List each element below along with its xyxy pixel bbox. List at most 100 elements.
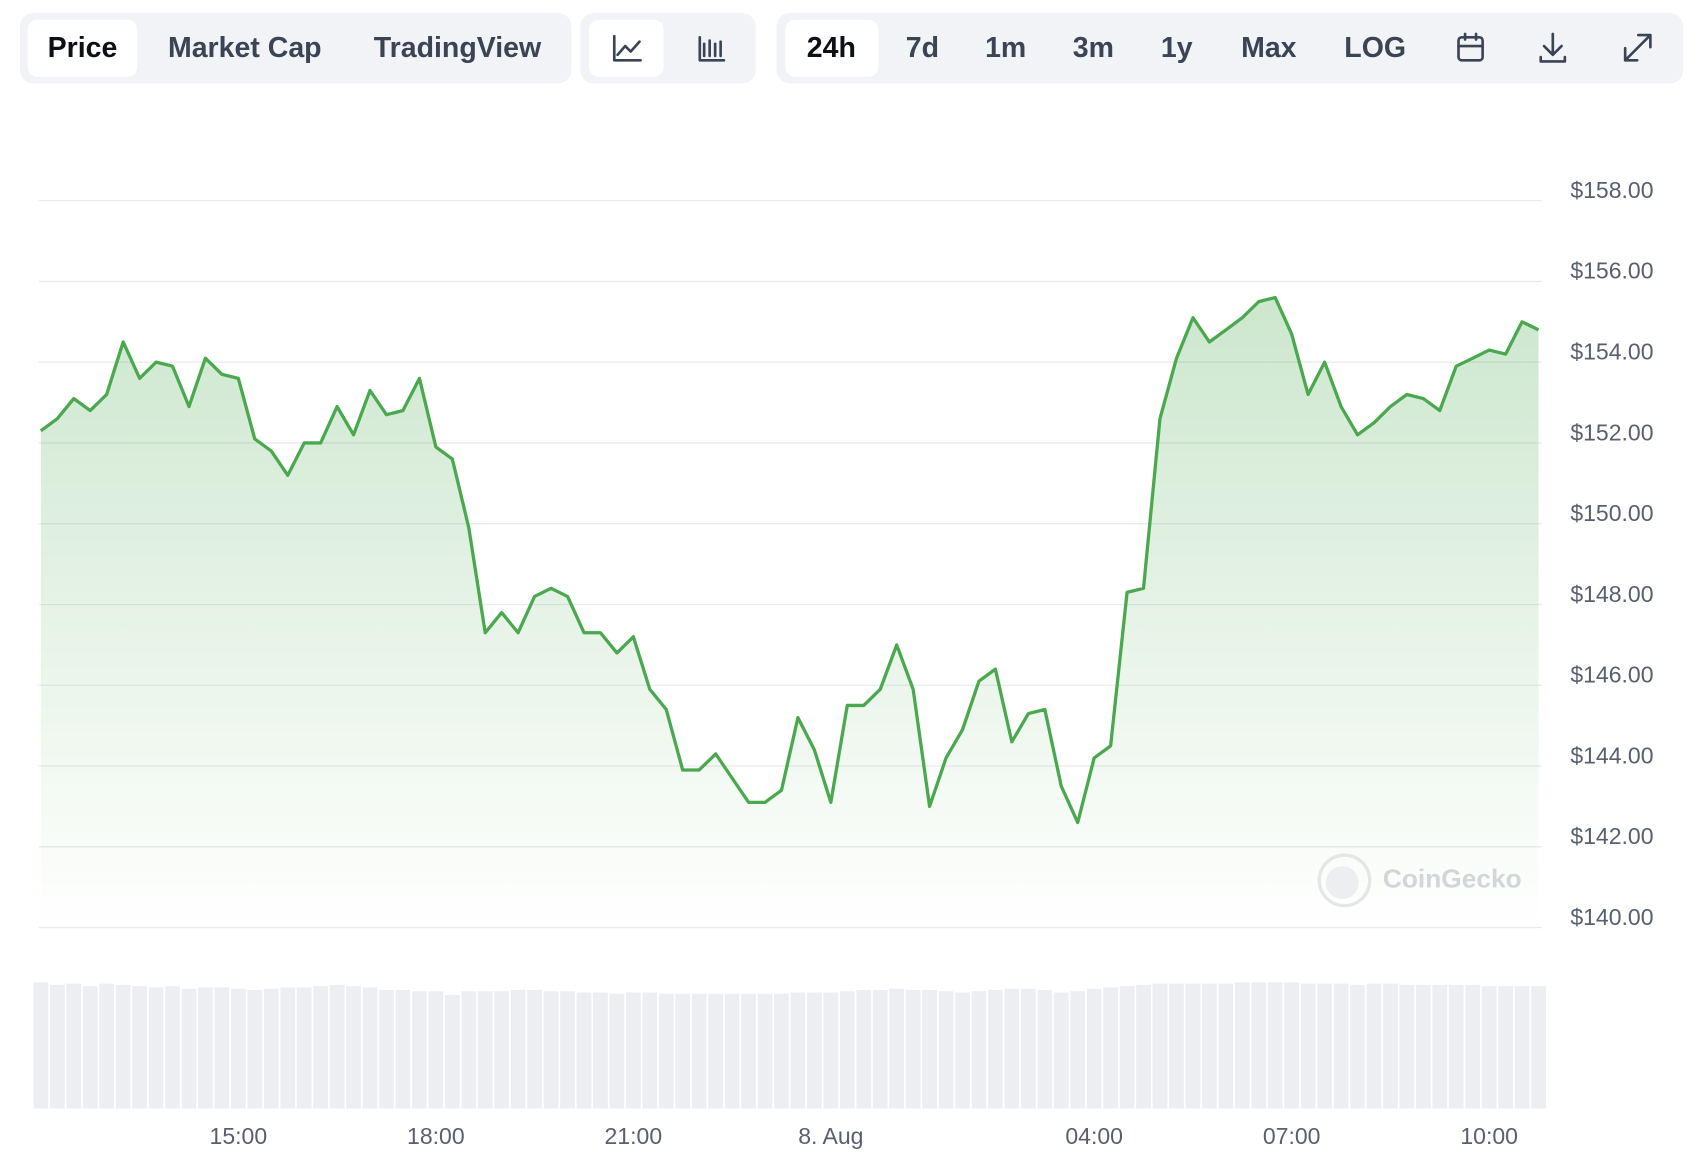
volume-bar [329,984,345,1109]
volume-bar [247,989,263,1109]
volume-bar [708,993,724,1109]
x-tick-label: 21:00 [605,1123,663,1149]
volume-bar [214,987,230,1109]
volume-bar [1481,986,1497,1109]
range[interactable]: Max [1241,32,1297,64]
volume-bar [66,983,82,1109]
volume-bar [1037,989,1053,1109]
volume-bar [165,986,180,1109]
price-line [39,295,1540,825]
volume-bar [148,987,164,1109]
volume-bar [132,986,148,1109]
tab[interactable]: Price [48,32,118,64]
volume-bar [230,988,246,1109]
x-tick-label: 10:00 [1460,1123,1518,1149]
volume-bar [938,991,954,1109]
y-tick-label: $158.00 [1570,177,1653,203]
calendar-icon[interactable] [1457,32,1484,62]
volume-bar [724,993,740,1109]
volume-bar [806,992,822,1109]
volume-bar [1399,984,1415,1109]
fullscreen-icon[interactable] [1623,33,1652,62]
y-tick-label: $144.00 [1570,742,1653,768]
volume-bar [181,988,197,1109]
volume-bar [1300,983,1316,1109]
candle-icon[interactable] [698,35,726,62]
y-tick-label: $154.00 [1570,338,1653,364]
volume-bar [477,991,493,1109]
volume-bar [1119,986,1135,1109]
volume-bar [1383,983,1398,1109]
volume-bar [198,987,213,1109]
download-icon[interactable] [1539,32,1567,63]
volume-bar [115,984,131,1109]
volume-bar [494,991,510,1109]
x-tick-label: 07:00 [1263,1123,1321,1149]
watermark-text: CoinGecko [1383,863,1522,893]
volume-bar [1350,984,1365,1109]
volume-bar [576,992,592,1109]
volume-bar [823,992,839,1109]
volume-bar [280,987,296,1109]
volume-bar [346,986,361,1109]
log-toggle[interactable]: LOG [1344,32,1406,64]
volume-bar [971,991,987,1109]
volume-bar [395,989,411,1109]
volume-bar [1086,988,1102,1109]
volume-bar [527,989,543,1109]
volume-bar [625,992,641,1109]
volume-bar [790,992,806,1109]
volume-bar [1531,986,1546,1109]
volume-bar [1004,988,1020,1109]
x-tick-label: 8. Aug [798,1123,863,1149]
volume-bar [1070,991,1086,1109]
range-toggle [776,13,1684,84]
volume-bar [1020,988,1036,1109]
x-tick-label: 15:00 [210,1123,268,1149]
volume-bar [379,989,394,1109]
volume-bar [33,982,49,1109]
volume-bar [593,992,608,1109]
tab[interactable]: TradingView [374,32,542,64]
y-tick-label: $140.00 [1570,904,1653,930]
volume-bar [872,989,888,1109]
y-tick-label: $150.00 [1570,500,1653,526]
volume-bar [675,993,691,1109]
volume-bar [411,991,427,1109]
volume-bar [1284,982,1300,1109]
tab[interactable]: Market Cap [168,32,322,64]
range[interactable]: 1y [1161,32,1193,64]
volume-bar [263,988,279,1109]
x-tick-label: 18:00 [407,1123,465,1149]
y-tick-label: $156.00 [1570,258,1653,284]
range[interactable]: 1m [985,32,1026,64]
volume-bar [461,991,477,1109]
volume-bar [658,993,674,1109]
volume-bar [905,989,921,1109]
volume-bar [444,994,460,1109]
volume-bar [889,988,905,1109]
volume-bar [428,991,444,1109]
volume-bar [1201,983,1217,1109]
volume-bar [609,993,625,1109]
view-toggle [20,13,572,84]
range[interactable]: 24h [807,32,856,64]
volume-bar [560,991,575,1109]
range[interactable]: 3m [1073,32,1114,64]
volume-bar [1317,983,1332,1109]
volume-bar [1366,983,1382,1109]
volume-bar [741,993,756,1109]
active-range [785,19,879,77]
y-tick-label: $146.00 [1570,662,1653,688]
range[interactable]: 7d [906,32,939,64]
volume-bar [1267,982,1283,1109]
line-icon [612,34,642,62]
volume-bar [1053,992,1069,1109]
volume-bar [1415,984,1431,1109]
volume-bar [1169,983,1184,1109]
volume-bar [49,984,65,1109]
volume-bar [99,983,115,1109]
volume-bar [757,993,773,1109]
volume-bar [543,991,559,1109]
